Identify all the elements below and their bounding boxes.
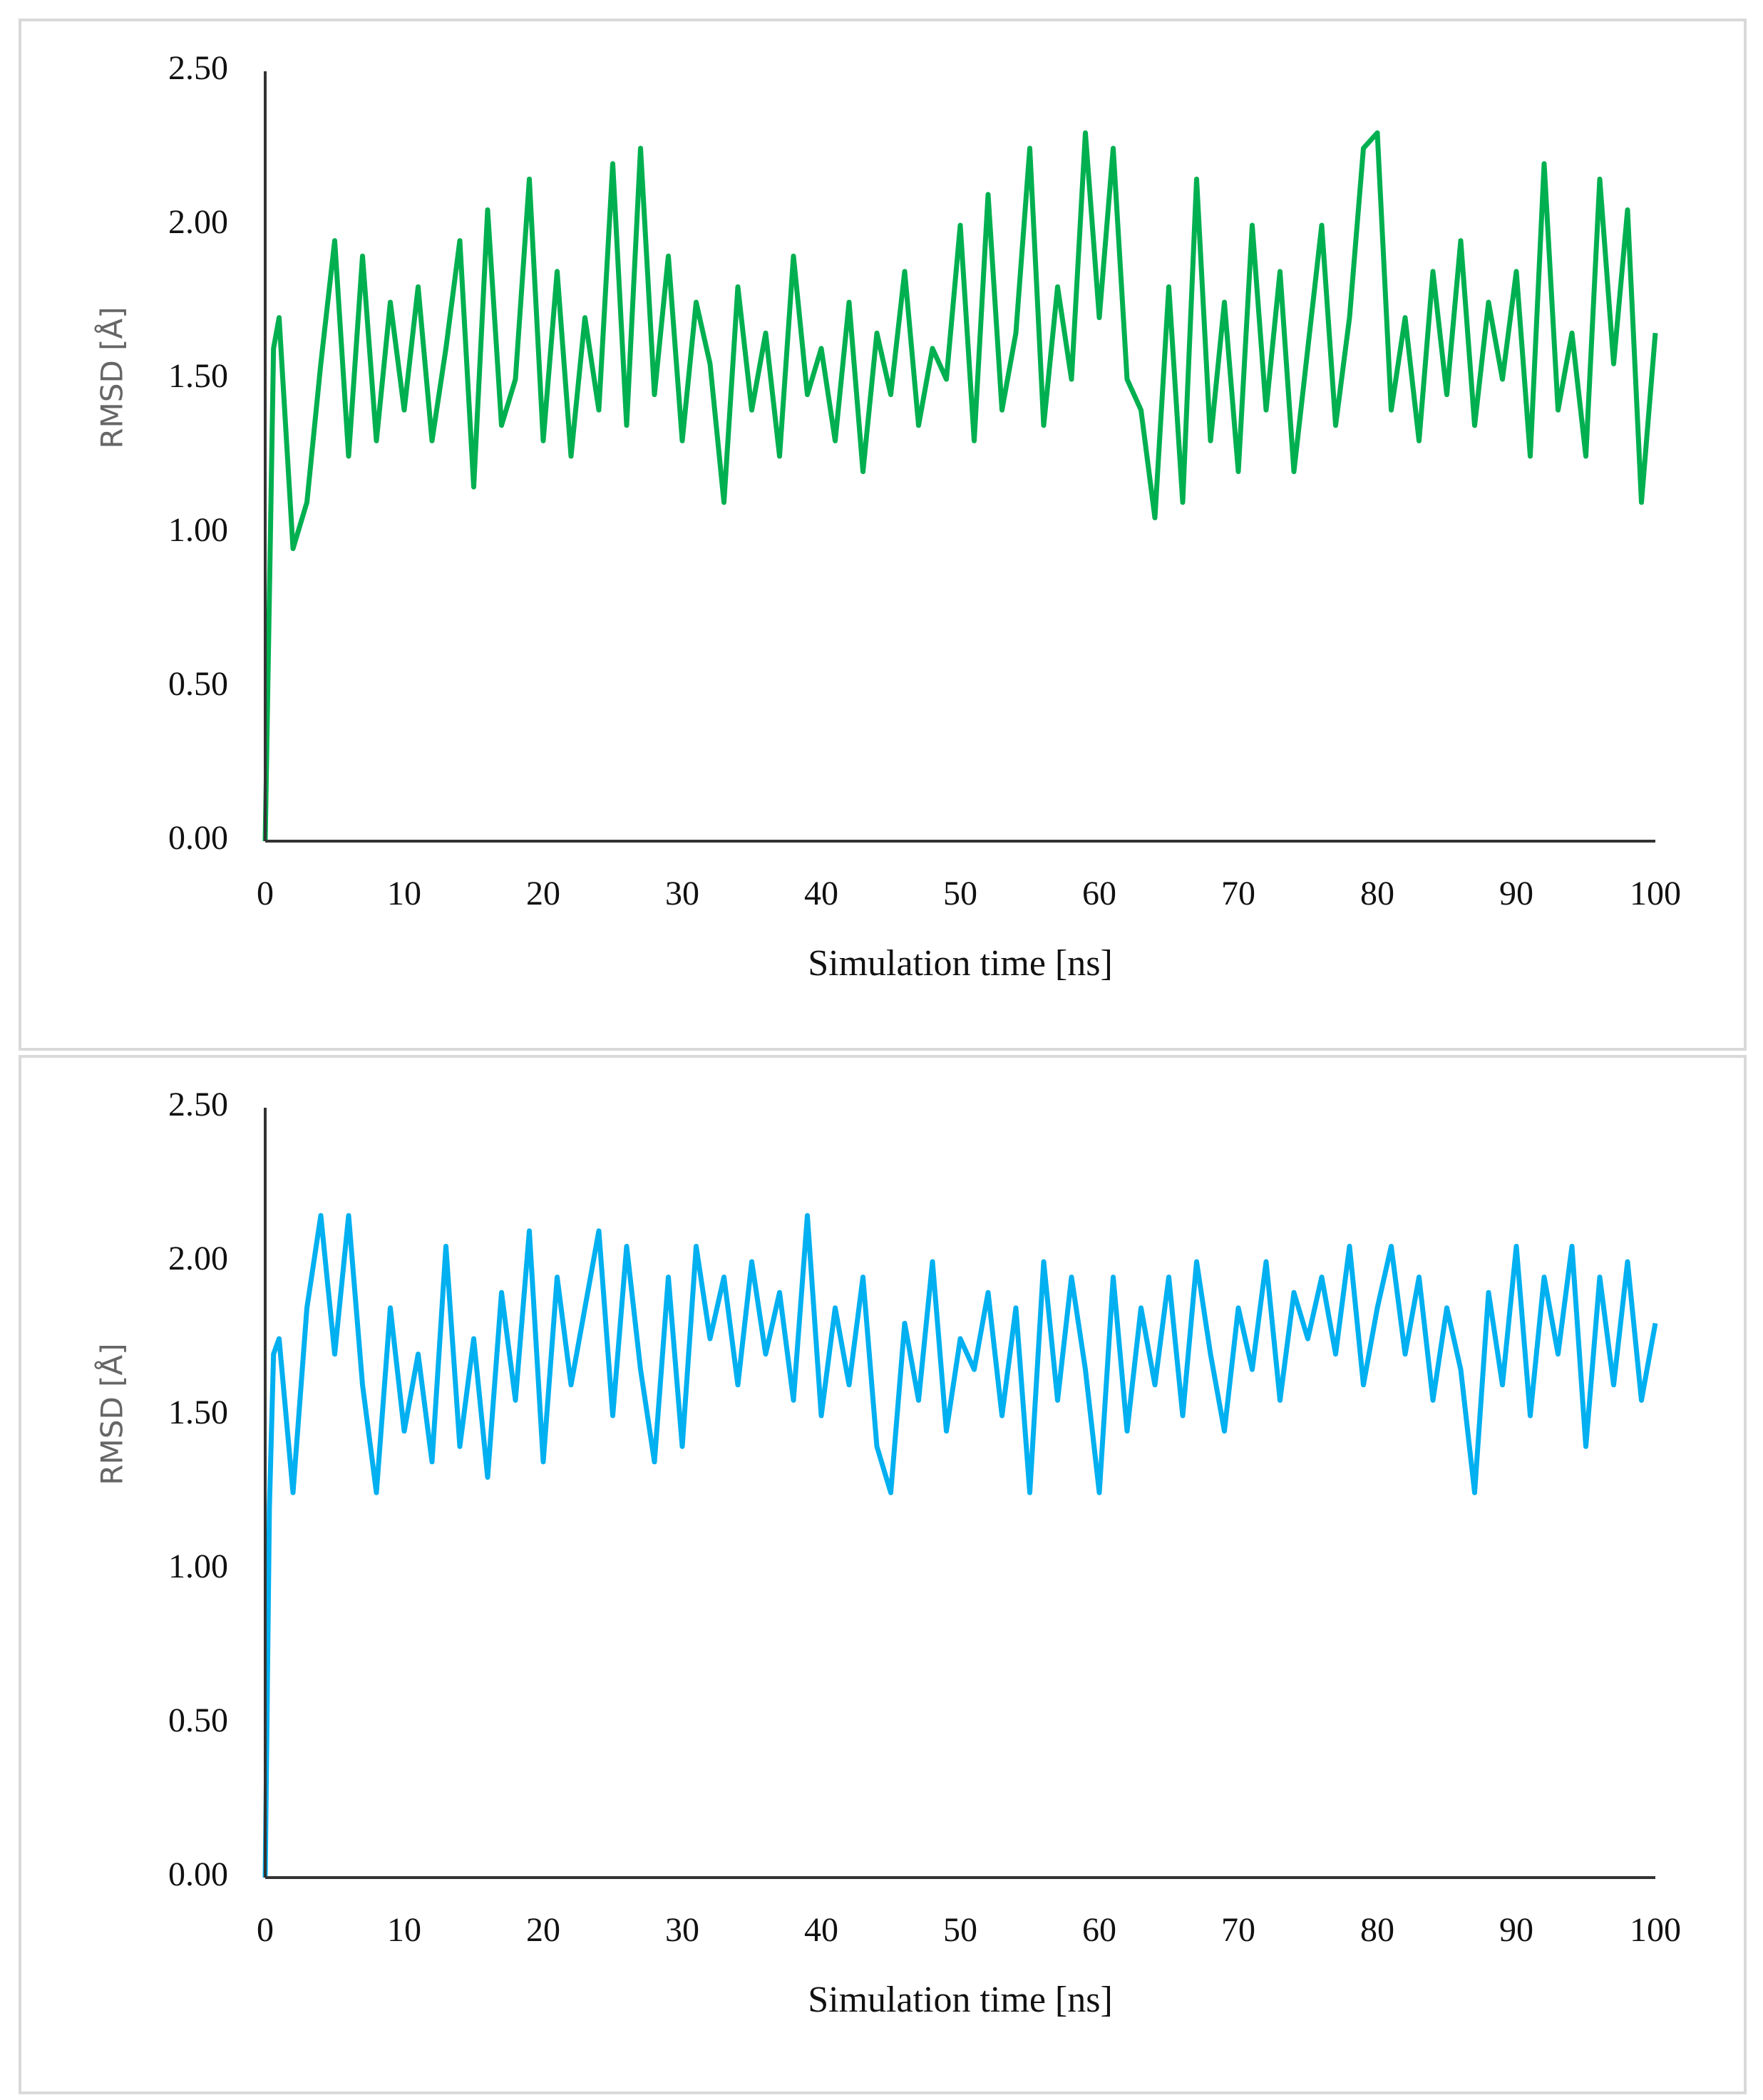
x-tick-label: 50 [943, 875, 977, 912]
y-tick-label: 2.00 [168, 203, 228, 241]
y-tick-label: 2.50 [168, 1086, 228, 1123]
y-tick-label: 1.50 [168, 357, 228, 395]
y-tick-label: 2.00 [168, 1240, 228, 1277]
x-tick-label: 80 [1360, 875, 1394, 912]
y-tick-label: 0.50 [168, 1702, 228, 1739]
x-tick-label: 10 [387, 875, 421, 912]
y-tick-label: 0.50 [168, 665, 228, 703]
x-tick-label: 30 [665, 1911, 699, 1949]
y-axis-title: RMSD [Å] [94, 307, 130, 448]
y-tick-label: 2.50 [168, 49, 228, 87]
x-tick-label: 60 [1082, 875, 1116, 912]
y-tick-label: 0.00 [168, 819, 228, 857]
x-axis-title: Simulation time [ns] [808, 943, 1113, 984]
x-tick-label: 70 [1221, 1911, 1255, 1949]
rmsd-line [262, 1213, 1658, 1878]
x-tick-label: 0 [257, 875, 274, 912]
y-tick-label: 1.50 [168, 1394, 228, 1431]
x-tick-label: 10 [387, 1911, 421, 1949]
x-tick-label: 80 [1360, 1911, 1394, 1949]
x-tick-label: 60 [1082, 1911, 1116, 1949]
x-tick-label: 100 [1630, 1911, 1681, 1949]
x-tick-label: 20 [526, 1911, 560, 1949]
x-tick-label: 70 [1221, 875, 1255, 912]
x-tick-label: 100 [1630, 875, 1681, 912]
panel-border [19, 19, 1747, 1051]
x-tick-label: 30 [665, 875, 699, 912]
x-tick-label: 40 [804, 875, 838, 912]
x-tick-label: 0 [257, 1911, 274, 1949]
panel-border [19, 1055, 1747, 2094]
x-tick-label: 90 [1499, 1911, 1533, 1949]
y-tick-label: 1.00 [168, 1548, 228, 1585]
x-tick-label: 90 [1499, 875, 1533, 912]
y-tick-label: 1.00 [168, 511, 228, 549]
x-tick-label: 50 [943, 1911, 977, 1949]
x-tick-label: 20 [526, 875, 560, 912]
x-tick-label: 40 [804, 1911, 838, 1949]
y-tick-label: 0.00 [168, 1855, 228, 1893]
rmsd-line [262, 130, 1658, 842]
x-axis-title: Simulation time [ns] [808, 1980, 1113, 2020]
y-axis-title: RMSD [Å] [94, 1343, 130, 1485]
